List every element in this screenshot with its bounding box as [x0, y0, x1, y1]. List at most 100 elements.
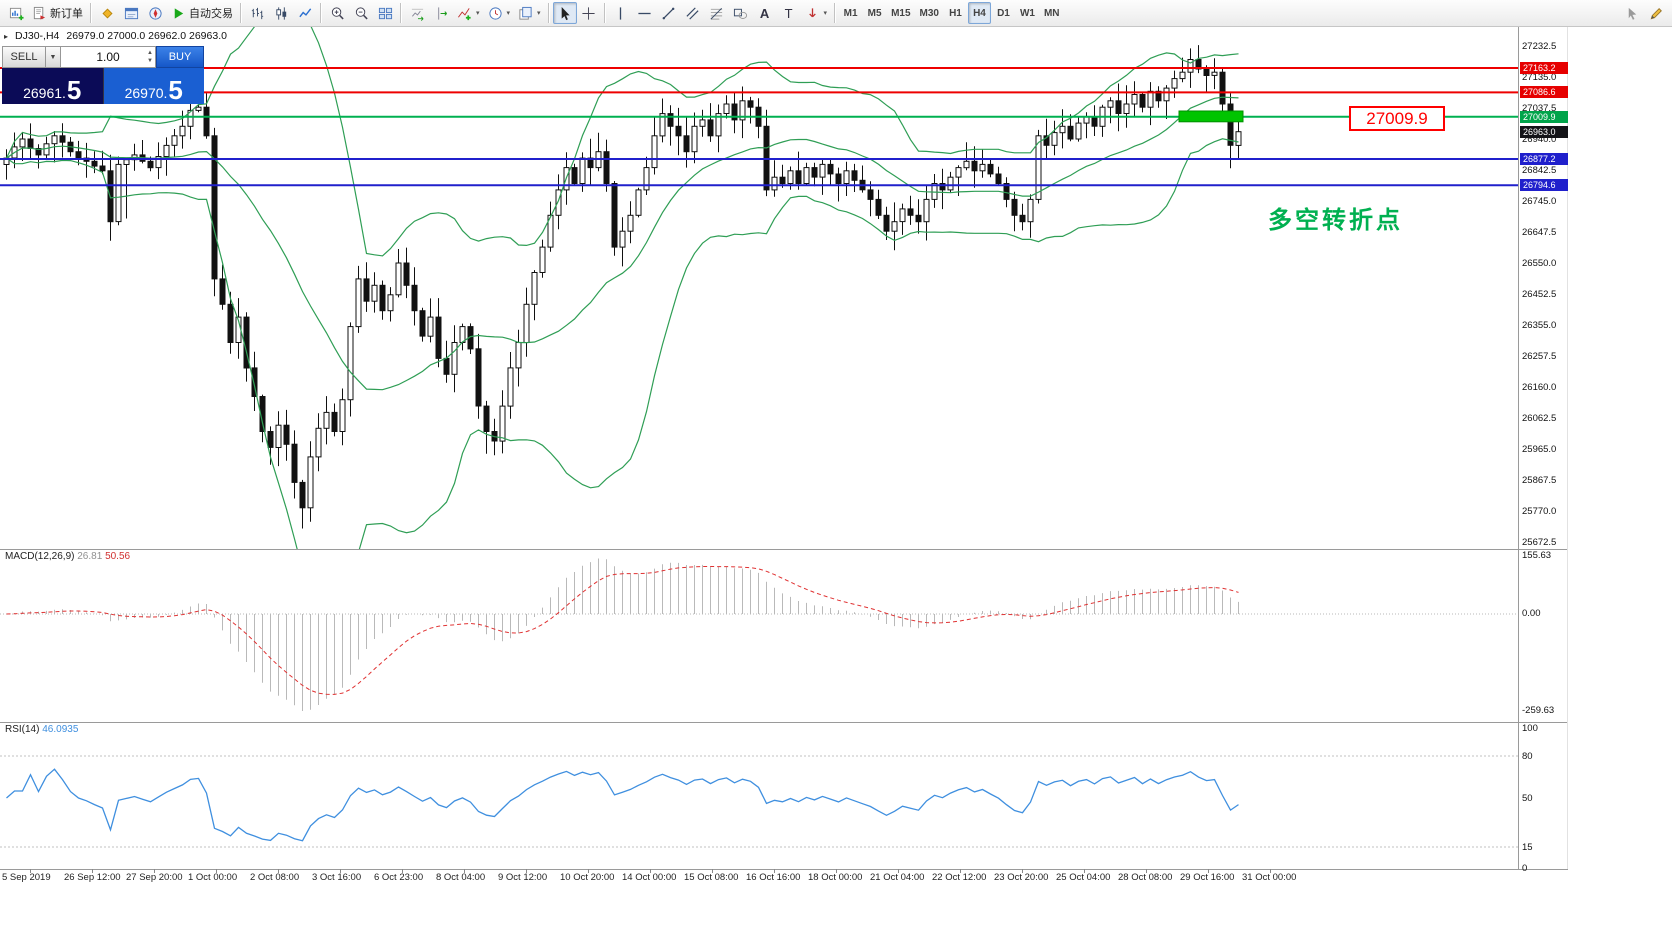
timeframe-button-h4[interactable]: H4	[967, 2, 991, 24]
candlestick-button[interactable]	[269, 2, 293, 24]
time-axis-tick	[464, 869, 465, 873]
candle-body	[667, 113, 674, 127]
shapes-button[interactable]	[729, 2, 753, 24]
rsi-scale-label: 80	[1522, 751, 1533, 762]
new-chart-button[interactable]	[4, 2, 28, 24]
volume-up-icon[interactable]: ▲	[147, 50, 153, 56]
candle-body	[1019, 214, 1026, 223]
arrows-button[interactable]: ▾	[801, 2, 832, 24]
autoscroll-button[interactable]	[405, 2, 429, 24]
chart-shift-button[interactable]	[429, 2, 453, 24]
navigator-button[interactable]	[143, 2, 167, 24]
candle-body	[683, 135, 690, 153]
sell-button[interactable]: SELL	[2, 46, 46, 68]
price-axis-tag[interactable]: 27009.9	[1520, 110, 1568, 123]
text-tool-button[interactable]: A	[753, 2, 777, 24]
collapse-trade-panel-icon[interactable]: ▸	[4, 31, 9, 41]
crosshair-button[interactable]	[577, 2, 601, 24]
candle-body	[1163, 87, 1170, 102]
candle-body	[531, 272, 538, 305]
time-axis-label: 28 Oct 08:00	[1118, 872, 1173, 883]
rsi-name: RSI(14)	[5, 724, 40, 735]
vertical-line-button[interactable]	[609, 2, 633, 24]
candle-body	[347, 326, 354, 401]
autotrading-button[interactable]: 自动交易	[167, 2, 237, 24]
zoom-in-button[interactable]	[325, 2, 349, 24]
buy-button[interactable]: BUY	[156, 46, 204, 68]
candle-body	[523, 303, 530, 343]
timeframe-button-mn[interactable]: MN	[1043, 7, 1060, 19]
time-axis-tick	[774, 869, 775, 873]
time-axis-label: 27 Sep 20:00	[126, 872, 183, 883]
price-axis-tag[interactable]: 26794.6	[1520, 179, 1568, 192]
candle-body	[283, 424, 290, 445]
new-order-label: 新订单	[50, 8, 83, 20]
pointer-tool-button[interactable]	[1620, 2, 1644, 24]
data-window-button[interactable]	[119, 2, 143, 24]
macd-label: MACD(12,26,9) 26.81 50.56	[5, 551, 130, 562]
cursor-button[interactable]	[552, 2, 577, 24]
pencil-tool-button[interactable]	[1644, 2, 1668, 24]
green-zone[interactable]	[1178, 110, 1244, 123]
bar-chart-button[interactable]	[245, 2, 269, 24]
timeframe-button-w1[interactable]: W1	[1019, 7, 1035, 19]
timeframe-button-m30[interactable]: M30	[919, 7, 939, 19]
volume-preset-dropdown[interactable]: ▼	[46, 46, 61, 68]
rsi-indicator-canvas[interactable]	[0, 723, 1672, 869]
candle-body	[1115, 100, 1122, 115]
panel-separator[interactable]	[0, 722, 1568, 723]
volume-input[interactable]: 1.00 ▲ ▼	[61, 46, 156, 68]
tile-windows-button[interactable]	[373, 2, 397, 24]
new-order-button[interactable]: 新订单	[28, 2, 87, 24]
time-axis-tick	[340, 869, 341, 873]
candle-body	[1203, 68, 1210, 76]
candle-body	[891, 221, 898, 232]
periods-button[interactable]: ▾	[484, 2, 515, 24]
horizontal-line-button[interactable]	[633, 2, 657, 24]
timeframe-button-h1[interactable]: H1	[949, 7, 962, 19]
candle-body	[251, 367, 258, 397]
market-watch-button[interactable]	[95, 2, 119, 24]
candle-body	[611, 183, 618, 248]
indicators-button[interactable]: ▾	[453, 2, 484, 24]
line-chart-button[interactable]	[293, 2, 317, 24]
price-axis-tag[interactable]: 27086.6	[1520, 86, 1568, 99]
candle-body	[827, 163, 834, 175]
price-axis-tag[interactable]: 26877.2	[1520, 152, 1568, 165]
candle-body	[627, 214, 634, 232]
candle-body	[203, 106, 210, 137]
macd-indicator-canvas[interactable]	[0, 550, 1672, 722]
candle-body	[979, 163, 986, 172]
panel-separator[interactable]	[0, 549, 1568, 550]
candle-body	[315, 427, 322, 458]
zoom-out-button[interactable]	[349, 2, 373, 24]
buy-price[interactable]: 26970. 5	[103, 68, 204, 104]
fibonacci-button[interactable]	[705, 2, 729, 24]
candle-body	[659, 113, 666, 137]
timeframe-button-d1[interactable]: D1	[997, 7, 1010, 19]
time-axis-tick	[526, 869, 527, 873]
label-tool-button[interactable]: T	[777, 2, 801, 24]
price-callout-label[interactable]: 27009.9	[1349, 106, 1445, 131]
time-axis-label: 18 Oct 00:00	[808, 872, 863, 883]
main-chart-canvas[interactable]	[0, 27, 1672, 549]
trendline-button[interactable]	[657, 2, 681, 24]
sell-price[interactable]: 26961. 5	[2, 68, 104, 104]
candle-body	[451, 342, 458, 375]
candle-body	[779, 176, 786, 185]
candle-body	[27, 138, 34, 149]
timeframe-button-m15[interactable]: M15	[891, 7, 911, 19]
price-axis-tag[interactable]: 26963.0	[1520, 125, 1568, 138]
time-axis-tick	[588, 869, 589, 873]
candle-body	[923, 198, 930, 223]
channel-button[interactable]	[681, 2, 705, 24]
candle-body	[291, 443, 298, 483]
time-axis-label: 10 Oct 20:00	[560, 872, 615, 883]
templates-button[interactable]: ▾	[514, 2, 545, 24]
candle-body	[555, 189, 562, 216]
turning-point-label[interactable]: 多空转折点	[1268, 207, 1403, 234]
timeframe-button-m1[interactable]: M1	[843, 7, 858, 19]
timeframe-button-m5[interactable]: M5	[867, 7, 882, 19]
volume-down-icon[interactable]: ▼	[147, 58, 153, 64]
price-axis-tag[interactable]: 27163.2	[1520, 62, 1568, 75]
